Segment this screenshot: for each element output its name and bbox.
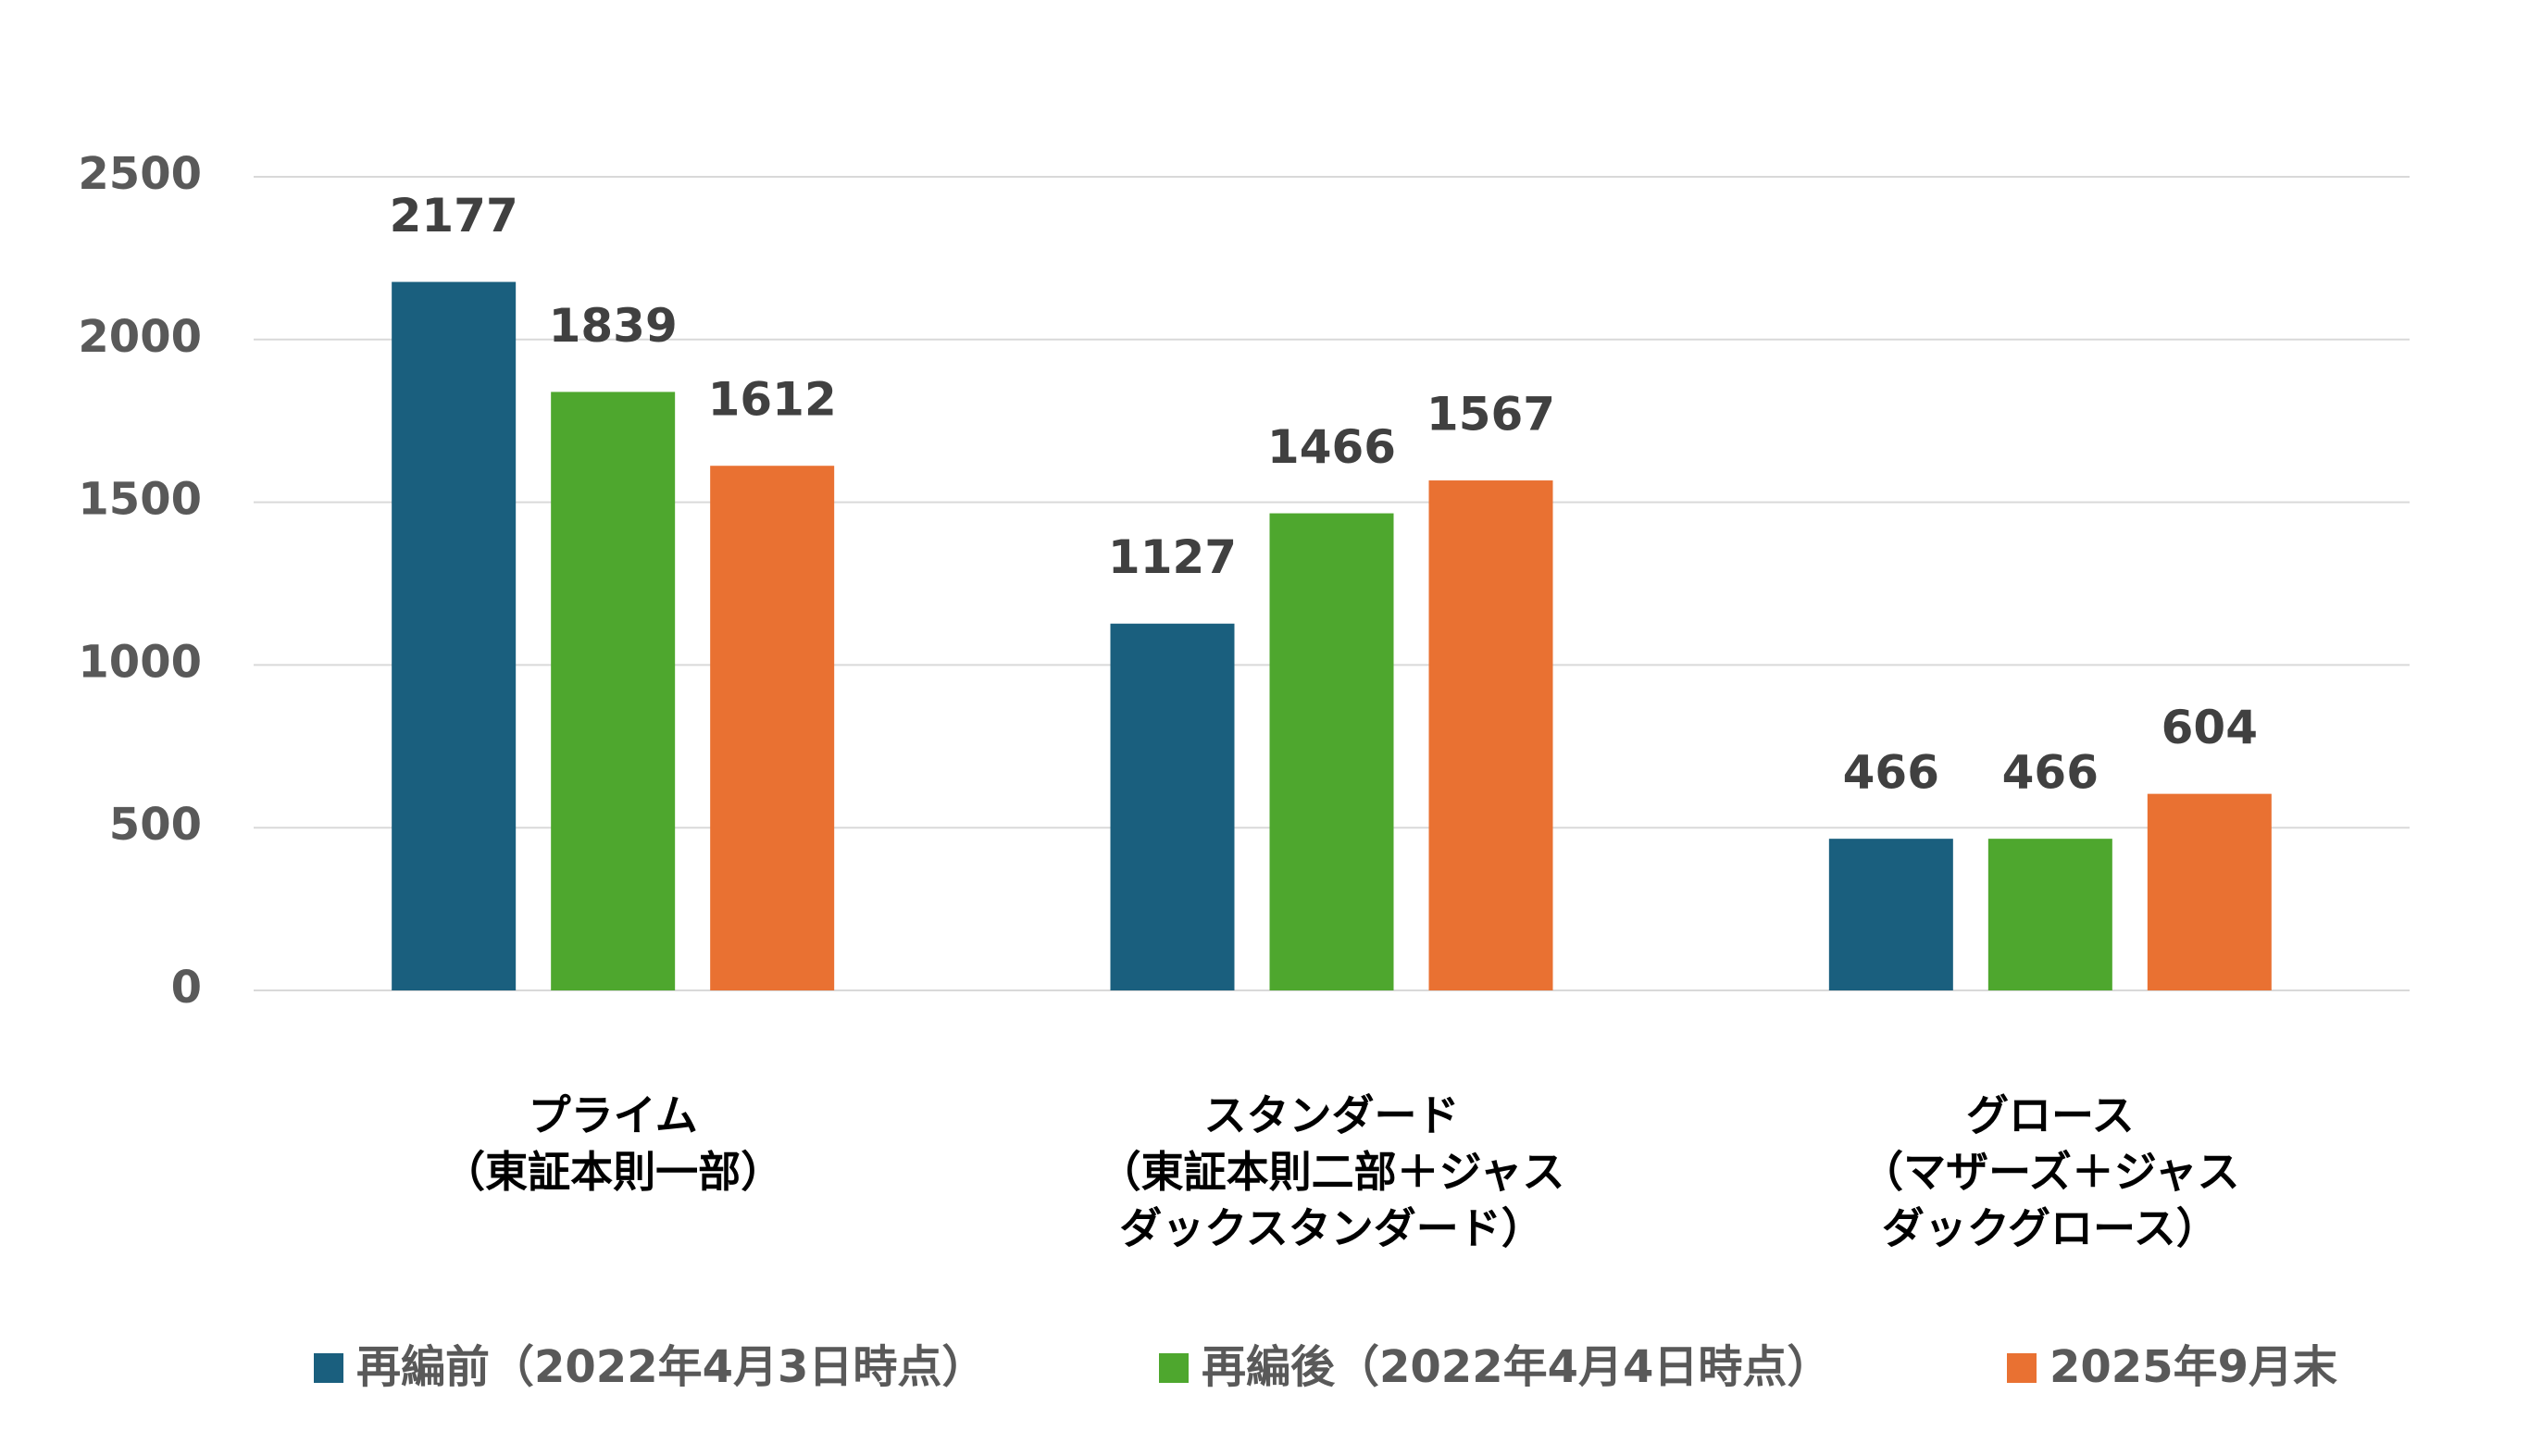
x-tick-label: プライム（東証本則一部） <box>442 1090 783 1197</box>
value-label: 466 <box>2002 746 2099 800</box>
bar <box>1428 480 1553 990</box>
bar <box>710 466 835 990</box>
value-label: 1567 <box>1426 388 1555 442</box>
bar <box>1269 513 1394 990</box>
legend-label: 2025年9月末 <box>2049 1341 2337 1393</box>
legend-label: 再編前（2022年4月3日時点） <box>356 1341 986 1393</box>
value-label: 1612 <box>708 373 837 427</box>
value-label: 604 <box>2161 701 2258 754</box>
value-label: 1127 <box>1108 530 1237 584</box>
bar <box>1987 839 2112 990</box>
y-tick-label: 0 <box>171 962 202 1014</box>
value-label: 2177 <box>390 189 518 243</box>
legend-marker <box>314 1353 343 1383</box>
bar <box>2147 793 2272 990</box>
bar <box>1828 839 1953 990</box>
y-tick-label: 500 <box>109 799 202 851</box>
x-tick-label: グロース（マザーズ＋ジャスダックグロース） <box>1861 1090 2239 1253</box>
legend-marker <box>1159 1353 1189 1383</box>
y-tick-label: 1000 <box>78 636 202 688</box>
x-tick-label: スタンダード（東証本則二部＋ジャスダックスタンダード） <box>1099 1090 1565 1253</box>
legend-marker <box>2007 1353 2037 1383</box>
legend-label: 再編後（2022年4月4日時点） <box>1202 1341 1831 1393</box>
value-label: 1466 <box>1267 420 1396 474</box>
bar <box>551 392 676 990</box>
bar <box>1110 623 1235 990</box>
value-label: 1839 <box>549 299 678 353</box>
y-tick-label: 2000 <box>78 311 202 363</box>
y-tick-label: 2500 <box>78 148 202 200</box>
y-tick-label: 1500 <box>78 474 202 526</box>
value-label: 466 <box>1843 746 1939 800</box>
bar <box>392 281 517 991</box>
